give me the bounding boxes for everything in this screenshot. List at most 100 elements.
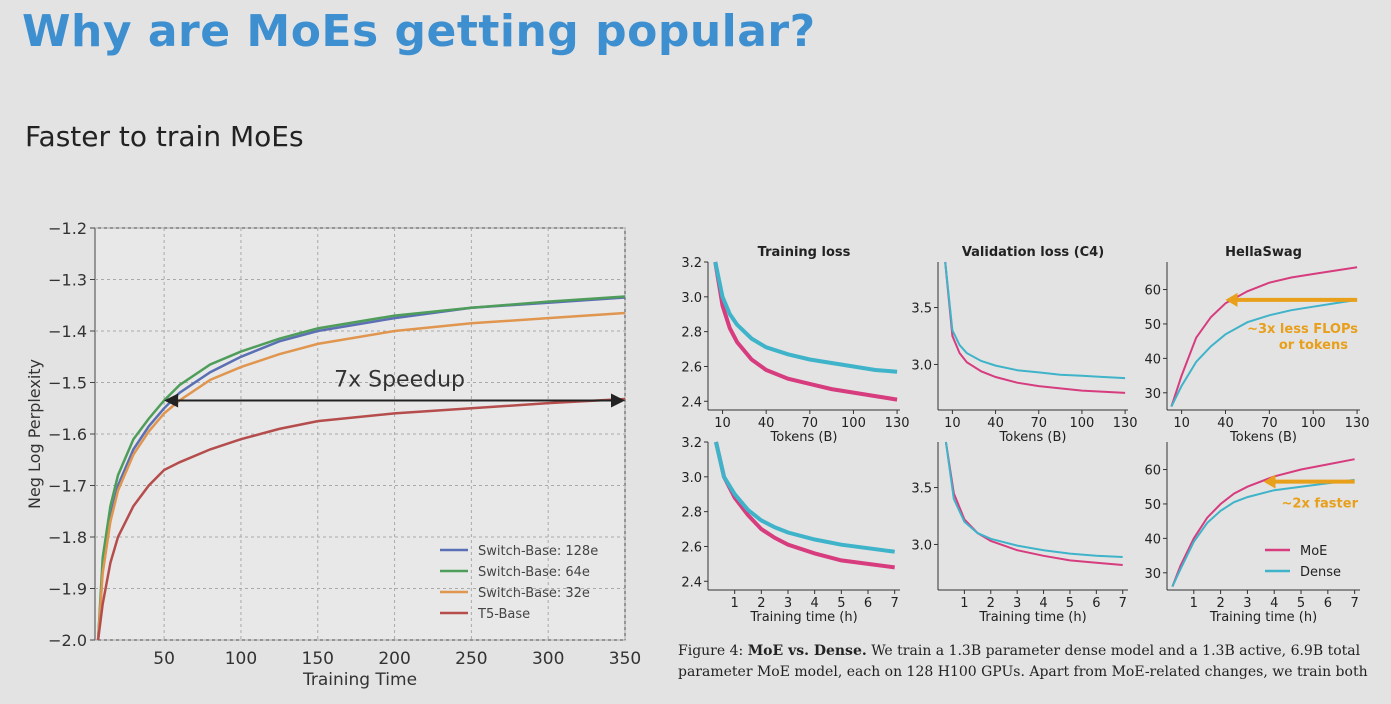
x-axis-label: Training time (h) xyxy=(1209,610,1317,625)
series-line xyxy=(96,295,626,641)
y-tick-label: −1.2 xyxy=(48,219,87,238)
y-tick-label: 2.6 xyxy=(681,360,702,375)
x-tick-label: 130 xyxy=(1113,416,1138,431)
x-tick-label: 40 xyxy=(758,416,775,431)
panel-title: Training loss xyxy=(758,245,851,260)
x-tick-label: 6 xyxy=(864,596,872,611)
x-tick-label: 4 xyxy=(1039,596,1047,611)
slide-subtitle: Faster to train MoEs xyxy=(25,120,304,153)
x-tick-label: 3 xyxy=(784,596,792,611)
y-tick-label: 3.5 xyxy=(911,302,932,317)
x-tick-label: 50 xyxy=(153,649,175,669)
x-tick-label: 7 xyxy=(891,596,899,611)
x-tick-label: 5 xyxy=(1066,596,1074,611)
x-tick-label: 3 xyxy=(1243,596,1251,611)
series-line xyxy=(944,261,1126,380)
y-tick-label: 40 xyxy=(1144,352,1161,367)
y-tick-label: 50 xyxy=(1144,318,1161,333)
x-tick-label: 6 xyxy=(1092,596,1100,611)
x-tick-label: 100 xyxy=(841,416,866,431)
x-tick-label: 2 xyxy=(987,596,995,611)
series-line xyxy=(1171,458,1355,587)
x-tick-label: 70 xyxy=(1261,416,1278,431)
y-tick-label: −1.3 xyxy=(48,271,87,290)
speedup-annotation: 7x Speedup xyxy=(334,368,465,393)
x-tick-label: 100 xyxy=(225,649,257,669)
panel-title: Validation loss (C4) xyxy=(962,245,1104,260)
y-tick-label: 3.0 xyxy=(911,538,932,553)
x-tick-label: 3 xyxy=(1013,596,1021,611)
y-tick-label: −2.0 xyxy=(48,631,87,650)
panel-title: HellaSwag xyxy=(1225,245,1302,260)
x-tick-label: 5 xyxy=(1297,596,1305,611)
x-axis-label: Tokens (B) xyxy=(770,430,838,445)
slide-title: Why are MoEs getting popular? xyxy=(22,6,816,57)
x-tick-label: 6 xyxy=(1324,596,1332,611)
y-tick-label: 2.8 xyxy=(681,506,702,521)
y-tick-label: 40 xyxy=(1144,532,1161,547)
x-tick-label: 130 xyxy=(885,416,910,431)
caption-bold: MoE vs. Dense. xyxy=(747,643,867,659)
speedup-arrow-right-head xyxy=(611,393,625,408)
y-tick-label: 60 xyxy=(1144,284,1161,299)
x-tick-label: 250 xyxy=(455,649,487,669)
x-tick-label: 300 xyxy=(532,649,564,669)
x-tick-label: 4 xyxy=(1270,596,1278,611)
x-tick-label: 10 xyxy=(1173,416,1190,431)
legend-label: T5-Base xyxy=(477,607,530,622)
y-tick-label: −1.5 xyxy=(48,374,87,393)
x-tick-label: 200 xyxy=(378,649,410,669)
figure-caption: Figure 4: MoE vs. Dense. We train a 1.3B… xyxy=(678,641,1378,683)
legend-label: Switch-Base: 32e xyxy=(478,586,590,601)
x-axis-label: Tokens (B) xyxy=(999,430,1067,445)
x-tick-label: 40 xyxy=(1217,416,1234,431)
series-line xyxy=(96,397,626,641)
y-tick-label: 3.0 xyxy=(911,358,932,373)
series-line xyxy=(1170,298,1358,408)
y-tick-label: 60 xyxy=(1144,464,1161,479)
x-tick-label: 2 xyxy=(1216,596,1224,611)
series-line xyxy=(714,441,895,554)
annotation-arrow-head xyxy=(1225,292,1238,307)
y-tick-label: 2.6 xyxy=(681,540,702,555)
y-tick-label: −1.9 xyxy=(48,580,87,599)
y-tick-label: 3.0 xyxy=(681,291,702,306)
annotation-arrow-head xyxy=(1263,474,1276,489)
y-tick-label: −1.7 xyxy=(48,477,87,496)
x-tick-label: 70 xyxy=(1030,416,1047,431)
x-tick-label: 40 xyxy=(987,416,1004,431)
y-tick-label: −1.4 xyxy=(48,322,87,341)
y-tick-label: −1.8 xyxy=(48,528,87,547)
x-axis-label: Training Time xyxy=(302,670,417,690)
x-tick-label: 7 xyxy=(1119,596,1127,611)
series-line xyxy=(1170,266,1358,407)
y-tick-label: 30 xyxy=(1144,567,1161,582)
x-tick-label: 1 xyxy=(960,596,968,611)
legend-label: Switch-Base: 64e xyxy=(478,565,590,580)
series-line xyxy=(944,261,1126,394)
series-line xyxy=(713,261,898,402)
x-axis-label: Training time (h) xyxy=(978,610,1086,625)
x-axis-label: Tokens (B) xyxy=(1229,430,1297,445)
x-tick-label: 10 xyxy=(944,416,961,431)
neg-log-perplexity-chart: 50 100 150 200 250 300 350 −1.2 −1.3 −1.4 −1.5 −1.6… xyxy=(25,219,641,690)
series-line xyxy=(944,441,1123,566)
annotation-text: ~2x faster xyxy=(1282,497,1359,512)
legend-label: Dense xyxy=(1300,565,1341,580)
series-line xyxy=(1171,478,1355,588)
annotation-text: or tokens xyxy=(1279,338,1348,353)
y-tick-label: −1.6 xyxy=(48,425,87,444)
x-tick-label: 1 xyxy=(1190,596,1198,611)
y-axis-label: Neg Log Perplexity xyxy=(25,359,44,509)
caption-label: Figure 4: xyxy=(678,643,744,659)
x-axis-label: Training time (h) xyxy=(749,610,857,625)
x-tick-label: 350 xyxy=(609,649,641,669)
series-line xyxy=(713,261,898,374)
x-tick-label: 100 xyxy=(1070,416,1095,431)
y-tick-label: 50 xyxy=(1144,498,1161,513)
y-tick-label: 2.8 xyxy=(681,326,702,341)
x-tick-label: 1 xyxy=(731,596,739,611)
y-tick-label: 30 xyxy=(1144,387,1161,402)
x-tick-label: 130 xyxy=(1345,416,1370,431)
